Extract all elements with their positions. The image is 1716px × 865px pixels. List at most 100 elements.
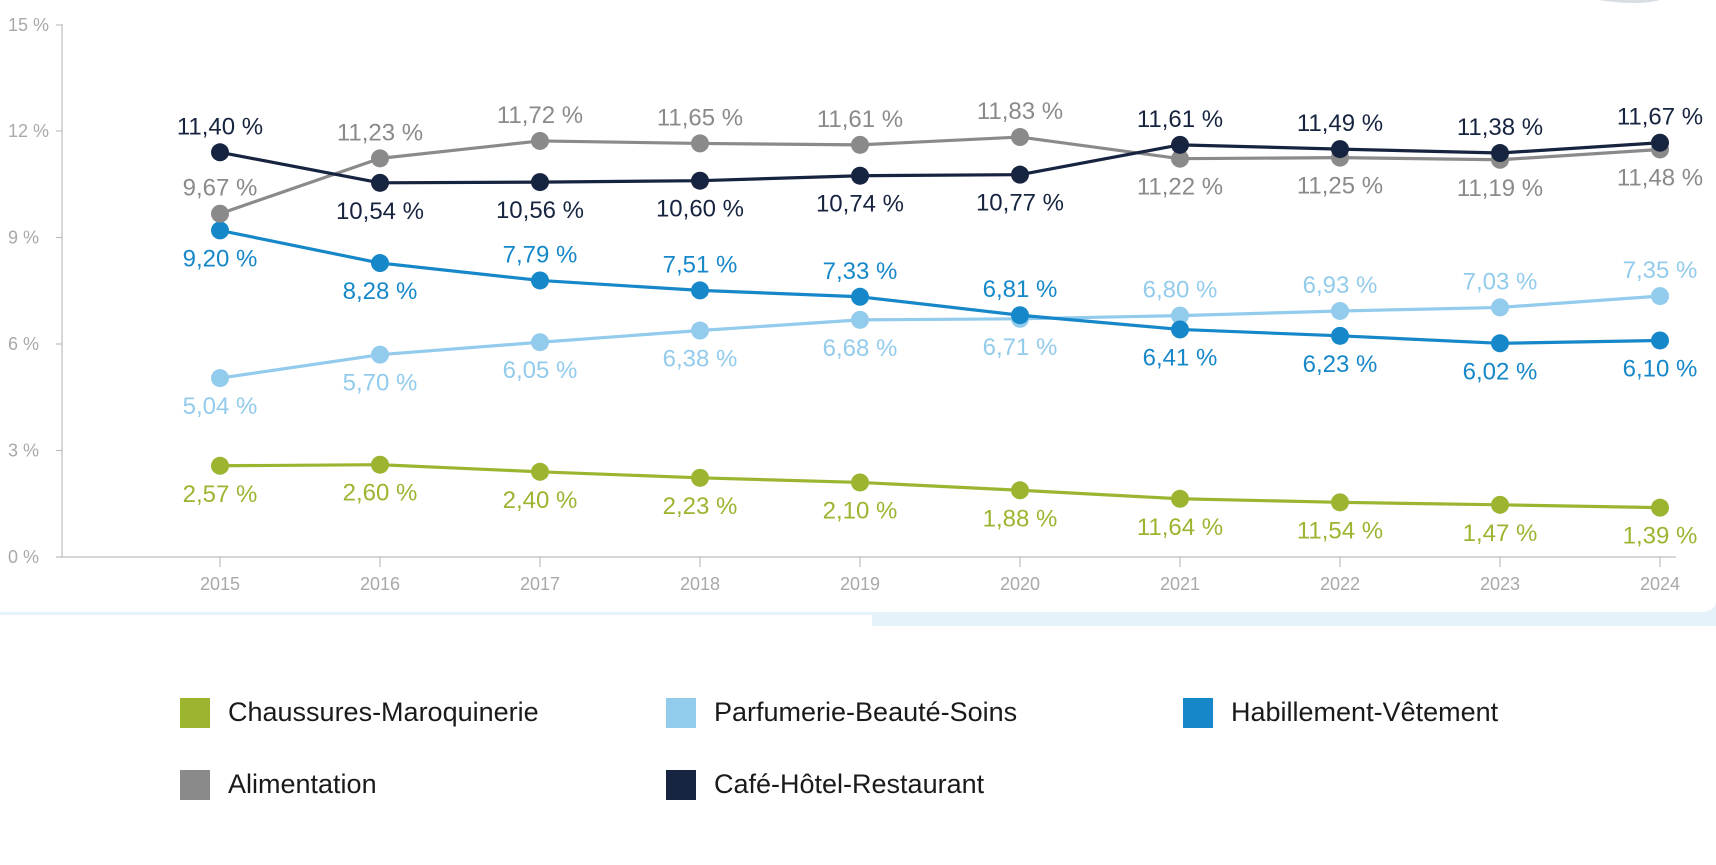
data-point	[851, 135, 869, 154]
series-line	[218, 228, 1662, 345]
x-tick-label: 2016	[360, 574, 400, 594]
data-label: 11,19 %	[1457, 175, 1543, 202]
data-label: 11,40 %	[177, 113, 263, 140]
data-point	[1491, 495, 1509, 514]
data-label: 9,67 %	[183, 175, 258, 202]
data-point	[211, 369, 229, 388]
data-label: 2,57 %	[183, 481, 258, 508]
data-point	[371, 254, 389, 273]
data-point	[1651, 287, 1669, 306]
data-label: 11,48 %	[1617, 164, 1703, 191]
data-label: 1,88 %	[983, 505, 1058, 532]
data-point	[851, 473, 869, 492]
data-label: 2,40 %	[503, 487, 578, 514]
data-label: 6,81 %	[983, 276, 1058, 303]
data-label: 7,51 %	[663, 251, 738, 278]
x-tick-label: 2015	[200, 574, 240, 594]
data-labels: 2,57 % 2,60 % 2,40 % 2,23 % 2,10 % 1,88 % 11,6…	[177, 98, 1703, 550]
data-label: 10,60 %	[656, 196, 744, 223]
data-label: 2,23 %	[663, 493, 738, 520]
data-label: 6,10 %	[1623, 355, 1698, 382]
data-point	[371, 149, 389, 168]
data-point	[1171, 489, 1189, 508]
background-band-right	[872, 612, 1716, 626]
data-label: 6,05 %	[503, 357, 578, 384]
data-point	[531, 271, 549, 290]
data-point	[691, 134, 709, 153]
data-label: 10,77 %	[976, 190, 1064, 217]
data-point	[531, 462, 549, 481]
data-point	[851, 287, 869, 306]
data-label: 6,68 %	[823, 335, 898, 362]
data-point	[691, 321, 709, 340]
data-label: 11,64 %	[1137, 514, 1223, 541]
series-line	[218, 135, 1662, 216]
data-point	[211, 143, 229, 162]
data-point	[1331, 493, 1349, 512]
data-point	[1491, 334, 1509, 353]
data-point	[1011, 481, 1029, 500]
series-line	[218, 141, 1662, 185]
x-tick-label: 2022	[1320, 574, 1360, 594]
data-point	[691, 468, 709, 487]
x-tick-label: 2017	[520, 574, 560, 594]
background-band	[0, 600, 1716, 612]
x-tick-label: 2023	[1480, 574, 1520, 594]
y-tick-label: 15 %	[8, 15, 49, 35]
data-point	[371, 345, 389, 364]
data-label: 7,33 %	[823, 258, 898, 285]
y-tick-label: 6 %	[8, 334, 39, 354]
data-label: 6,41 %	[1143, 344, 1218, 371]
data-point	[851, 310, 869, 329]
background-corner	[1598, 0, 1660, 3]
data-point	[211, 221, 229, 240]
series-parfumerie-beaut-soins	[211, 287, 1669, 388]
data-label: 6,80 %	[1143, 277, 1218, 304]
y-tick-label: 9 %	[8, 228, 39, 248]
series-layer	[211, 128, 1669, 517]
background-band-left	[0, 612, 872, 615]
data-point	[1171, 320, 1189, 339]
data-point	[1011, 306, 1029, 325]
series-chaussures-maroquinerie	[211, 455, 1669, 517]
data-point	[1011, 165, 1029, 184]
data-label: 11,23 %	[337, 119, 423, 146]
series-line	[218, 294, 1662, 380]
data-label: 5,04 %	[183, 393, 258, 420]
data-label: 11,67 %	[1617, 104, 1703, 131]
series-caf-h-tel-restaurant	[211, 133, 1669, 192]
data-point	[371, 455, 389, 474]
x-tick-label: 2020	[1000, 574, 1040, 594]
data-point	[691, 171, 709, 190]
data-label: 10,54 %	[336, 198, 424, 225]
data-label: 10,56 %	[496, 197, 584, 224]
data-point	[1171, 306, 1189, 325]
data-point	[1331, 326, 1349, 345]
y-tick-label: 12 %	[8, 121, 49, 141]
data-label: 11,25 %	[1297, 173, 1383, 200]
data-point	[1171, 135, 1189, 154]
series-habillement-v-tement	[211, 221, 1669, 353]
x-tick-label: 2019	[840, 574, 880, 594]
data-point	[531, 173, 549, 192]
data-point	[531, 131, 549, 150]
data-label: 7,35 %	[1623, 257, 1698, 284]
data-label: 2,60 %	[343, 480, 418, 507]
data-label: 9,20 %	[183, 245, 258, 272]
data-label: 5,70 %	[343, 370, 418, 397]
data-label: 10,74 %	[816, 191, 904, 218]
data-label: 11,61 %	[1137, 106, 1223, 133]
data-label: 6,93 %	[1303, 272, 1378, 299]
data-point	[211, 456, 229, 475]
data-label: 6,02 %	[1463, 358, 1538, 385]
data-point	[1331, 140, 1349, 159]
data-label: 1,47 %	[1463, 520, 1538, 547]
data-point	[1491, 298, 1509, 317]
data-label: 7,79 %	[503, 241, 578, 268]
data-label: 6,38 %	[663, 346, 738, 373]
y-tick-label: 0 %	[8, 547, 39, 567]
data-point	[1171, 149, 1189, 168]
data-label: 11,65 %	[657, 104, 743, 131]
data-point	[1651, 133, 1669, 152]
